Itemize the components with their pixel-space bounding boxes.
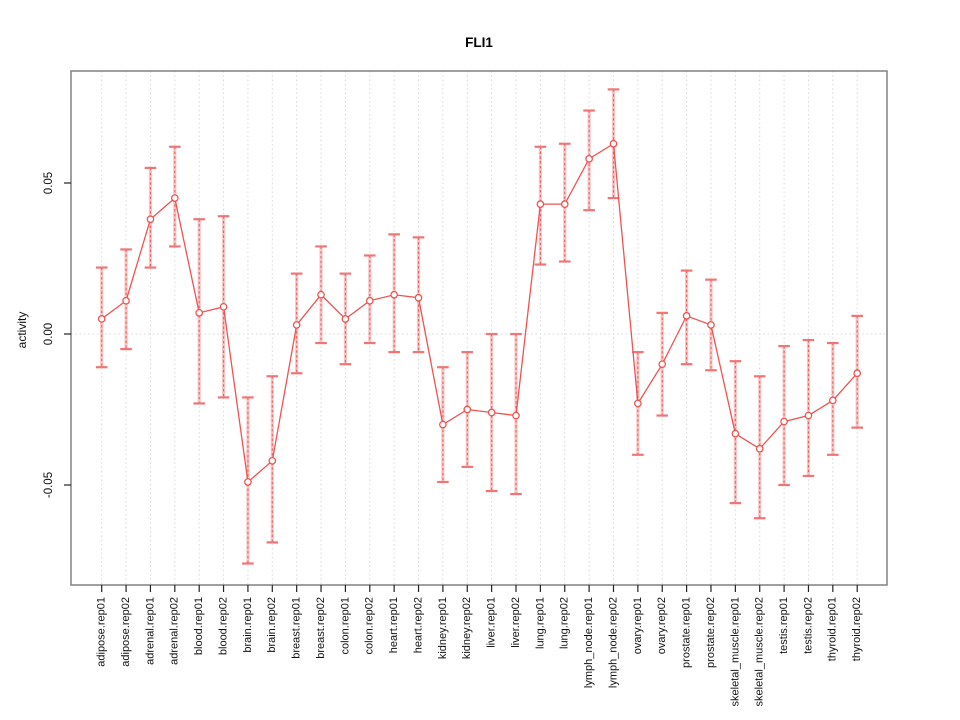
- x-tick-label: adrenal.rep02: [169, 597, 181, 665]
- data-point: [780, 417, 788, 426]
- data-point: [804, 411, 813, 420]
- x-tick-label: thyroid.rep02: [851, 597, 863, 661]
- data-point: [463, 405, 472, 414]
- x-tick-label: ovary.rep02: [656, 597, 668, 654]
- x-tick-label: colon.rep01: [339, 597, 351, 655]
- x-tick-label: lymph_node.rep01: [583, 597, 595, 688]
- plot-border: [70, 70, 888, 586]
- x-tick-label: lung.rep01: [534, 597, 546, 649]
- x-tick-label: colon.rep02: [364, 597, 376, 655]
- chart-title: FLI1: [465, 35, 493, 50]
- data-point: [244, 478, 252, 486]
- data-point: [146, 215, 155, 224]
- x-tick-label: kidney.rep02: [461, 597, 473, 659]
- x-tick-label: testis.rep02: [802, 597, 814, 654]
- x-tick-label: liver.rep02: [510, 597, 522, 648]
- x-tick-label: lymph_node.rep02: [607, 597, 619, 688]
- x-tick-label: adrenal.rep01: [144, 597, 156, 665]
- data-point: [682, 312, 691, 320]
- y-tick-label: 0.00: [43, 323, 55, 345]
- data-point: [219, 302, 228, 311]
- data-point: [122, 296, 130, 305]
- y-tick-label: 0.05: [43, 172, 55, 194]
- x-tick-label: brain.rep01: [242, 597, 254, 653]
- x-tick-label: ovary.rep01: [632, 597, 644, 654]
- x-tick-label: heart.rep02: [412, 597, 424, 653]
- data-point: [536, 200, 545, 208]
- x-tick-label: skeletal_muscle.rep02: [754, 597, 766, 706]
- data-point: [634, 399, 642, 408]
- data-point: [170, 194, 179, 202]
- x-tick-label: prostate.rep01: [681, 597, 693, 668]
- data-point: [560, 200, 569, 208]
- x-tick-label: heart.rep01: [388, 597, 400, 653]
- x-tick-label: prostate.rep02: [705, 597, 717, 668]
- x-tick-label: testis.rep01: [778, 597, 790, 654]
- data-point: [609, 139, 618, 148]
- data-point: [512, 411, 520, 420]
- x-tick-label: skeletal_muscle.rep01: [729, 597, 741, 706]
- x-tick-label: adipose.rep02: [120, 597, 132, 667]
- axis-layer: 0.05 0.00 -0.05 adipose.rep01 adipose.rep02 a…: [43, 172, 863, 707]
- data-point: [853, 369, 862, 378]
- y-axis-label: activity: [15, 312, 29, 349]
- x-tick-label: blood.rep02: [217, 597, 229, 655]
- x-tick-label: breast.rep02: [315, 597, 327, 659]
- data-point: [97, 315, 106, 323]
- data-point: [439, 420, 447, 429]
- x-tick-label: thyroid.rep01: [827, 597, 839, 661]
- grid-layer: [71, 71, 887, 585]
- data-point: [487, 408, 496, 417]
- data-point: [414, 293, 423, 302]
- y-tick-label: -0.05: [43, 472, 55, 498]
- error-bar-layer: [95, 88, 863, 565]
- data-point: [390, 290, 399, 299]
- x-tick-label: kidney.rep01: [437, 597, 449, 659]
- data-point: [731, 429, 740, 438]
- x-tick-label: lung.rep02: [559, 597, 571, 649]
- x-tick-label: breast.rep01: [291, 597, 303, 659]
- error-bar: [802, 338, 815, 478]
- data-point: [317, 290, 325, 299]
- series-line: [101, 142, 858, 484]
- x-tick-label: liver.rep01: [486, 597, 498, 648]
- x-tick-label: blood.rep01: [193, 597, 205, 655]
- data-point: [292, 321, 301, 329]
- data-point: [365, 296, 374, 305]
- data-point: [658, 360, 667, 369]
- error-bar: [778, 344, 790, 487]
- data-point: [268, 456, 277, 465]
- data-point: [585, 154, 593, 163]
- data-point: [195, 309, 204, 317]
- series-layer: [97, 139, 862, 486]
- data-point: [341, 315, 350, 323]
- data-point: [755, 444, 764, 453]
- x-tick-label: adipose.rep01: [96, 597, 108, 667]
- x-tick-label: brain.rep02: [266, 597, 278, 653]
- data-point: [828, 396, 837, 405]
- data-point: [707, 321, 715, 329]
